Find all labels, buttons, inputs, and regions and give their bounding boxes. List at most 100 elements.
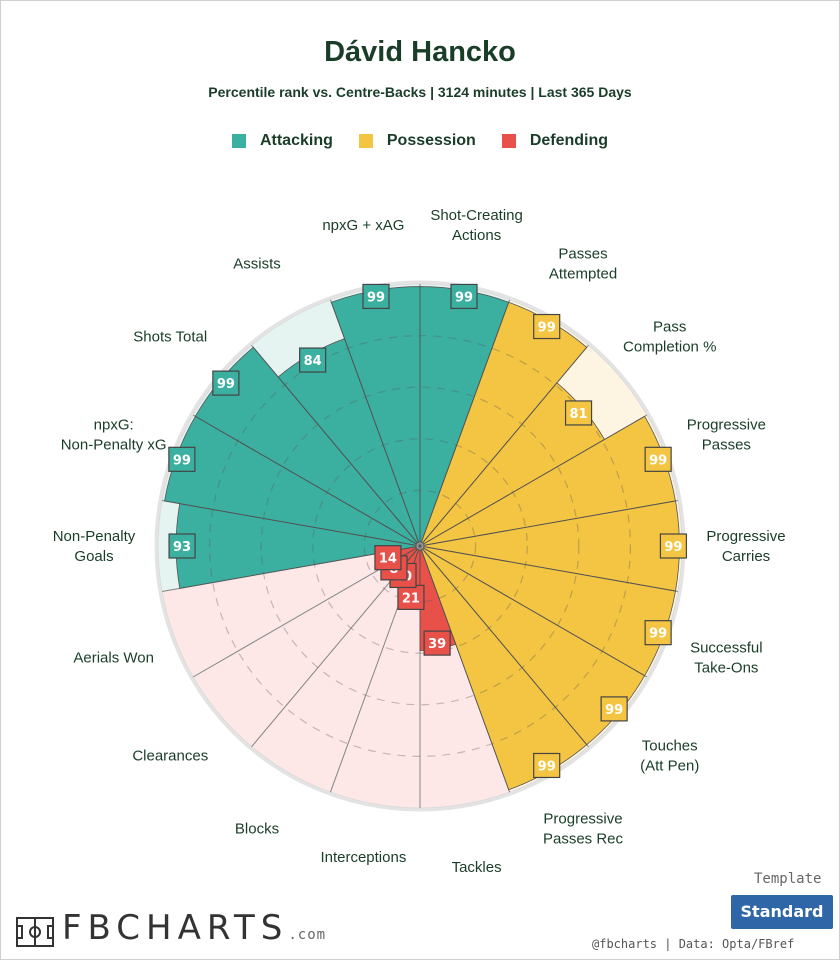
value-label: 81 [570, 407, 588, 422]
value-label: 39 [428, 637, 446, 652]
value-label: 99 [538, 759, 556, 774]
spoke-line [419, 545, 679, 592]
value-badge [362, 283, 390, 310]
category-label: Touches (Att Pen) [640, 738, 699, 775]
template-standard-button[interactable]: Standard [731, 895, 833, 929]
pitch-icon [16, 917, 54, 947]
value-bar [422, 415, 676, 546]
category-label-line: Actions [452, 227, 501, 244]
category-label-line: Blocks [235, 820, 279, 837]
spoke-line [419, 344, 589, 547]
category-label-line: npxG: [94, 417, 134, 434]
category-label-line: Shot-Creating [430, 207, 523, 224]
value-label: 84 [304, 354, 322, 369]
category-label-line: (Att Pen) [640, 758, 699, 775]
value-label: 21 [402, 591, 420, 606]
category-label-line: Non-Penalty xG [61, 437, 167, 454]
value-badge [299, 347, 327, 373]
category-label: Passes Attempted [549, 246, 617, 283]
value-badge [564, 400, 593, 426]
chart-title: Dávid Hancko [324, 36, 516, 68]
value-bar [420, 548, 588, 791]
legend-item-attacking[interactable]: Attacking [231, 132, 333, 150]
value-bar [423, 500, 680, 592]
value-bar [277, 338, 420, 544]
category-label: Aerials Won [73, 649, 154, 666]
logo-text: FBCHARTS [62, 908, 289, 948]
category-label: Successful Take-Ons [690, 639, 763, 676]
value-bar [422, 382, 605, 545]
value-label: 99 [173, 453, 191, 468]
value-bar [175, 503, 417, 589]
category-label: Blocks [235, 820, 279, 837]
legend: Attacking Possession Defending [0, 132, 840, 150]
value-badge [423, 630, 451, 656]
chart-subtitle: Percentile rank vs. Centre-Backs | 3124 … [208, 84, 632, 100]
category-label: Assists [233, 256, 281, 273]
value-label: 99 [605, 703, 623, 718]
value-bar [420, 301, 588, 544]
value-bar [422, 547, 646, 746]
category-label: Interceptions [320, 849, 406, 866]
value-badge [659, 533, 688, 559]
value-bar [422, 546, 676, 677]
value-badge [397, 584, 425, 610]
category-label-line: Shots Total [133, 328, 207, 345]
category-label-line: Assists [233, 256, 281, 273]
grid-ring [260, 386, 580, 706]
category-label-line: Clearances [132, 748, 208, 765]
category-label-line: Take-Ons [694, 659, 758, 676]
legend-item-possession[interactable]: Possession [358, 132, 476, 150]
value-label: 14 [379, 552, 397, 567]
category-label: npxG + xAG [322, 217, 404, 234]
category-label-line: Attempted [549, 266, 617, 283]
category-label-line: Touches [642, 738, 698, 755]
value-label: 99 [538, 321, 556, 336]
spoke-line [419, 299, 511, 547]
category-label: Non-Penalty Goals [53, 528, 136, 565]
value-label: 99 [649, 627, 667, 642]
legend-swatch-defending [501, 134, 516, 148]
category-label: Clearances [132, 748, 208, 765]
category-label: Tackles [452, 859, 502, 876]
category-label-line: Aerials Won [73, 649, 154, 666]
spoke-line [329, 299, 421, 547]
value-bar [330, 286, 421, 543]
category-label: Shot-Creating Actions [430, 207, 523, 244]
category-label-line: Progressive [706, 528, 785, 545]
spoke-line [419, 545, 648, 678]
value-label: 93 [173, 540, 191, 555]
category-label-line: Carries [722, 548, 770, 565]
value-badge [374, 545, 402, 571]
value-badge [644, 446, 672, 472]
spoke-line [251, 344, 421, 547]
category-label-line: Progressive [687, 417, 766, 434]
legend-label: Attacking [259, 132, 333, 149]
category-label: Pass Completion % [623, 318, 716, 355]
category-label: Progressive Passes [687, 417, 766, 454]
template-label: Template [754, 871, 822, 887]
category-label-line: Passes [702, 437, 751, 454]
value-badge [168, 446, 196, 472]
value-label: 99 [664, 540, 682, 555]
data-credit: @fbcharts | Data: Opta/FBref [592, 937, 795, 951]
category-label-line: Successful [690, 639, 763, 656]
value-bar [194, 346, 418, 545]
spoke-line [419, 545, 511, 793]
category-label-line: Non-Penalty [53, 528, 136, 545]
value-label: 99 [455, 290, 473, 305]
value-badge [644, 620, 672, 646]
spoke-line [419, 500, 679, 547]
value-label: 99 [649, 453, 667, 468]
legend-swatch-possession [358, 134, 373, 148]
legend-swatch-attacking [231, 134, 246, 148]
value-bar [419, 286, 510, 543]
category-label-line: Pass [653, 318, 686, 335]
value-badge [168, 533, 196, 559]
spoke-line [192, 414, 421, 547]
value-badge [533, 752, 561, 779]
fbcharts-logo[interactable]: FBCHARTS .com [16, 909, 326, 947]
legend-item-defending[interactable]: Defending [501, 132, 608, 150]
category-label-line: npxG + xAG [322, 217, 404, 234]
